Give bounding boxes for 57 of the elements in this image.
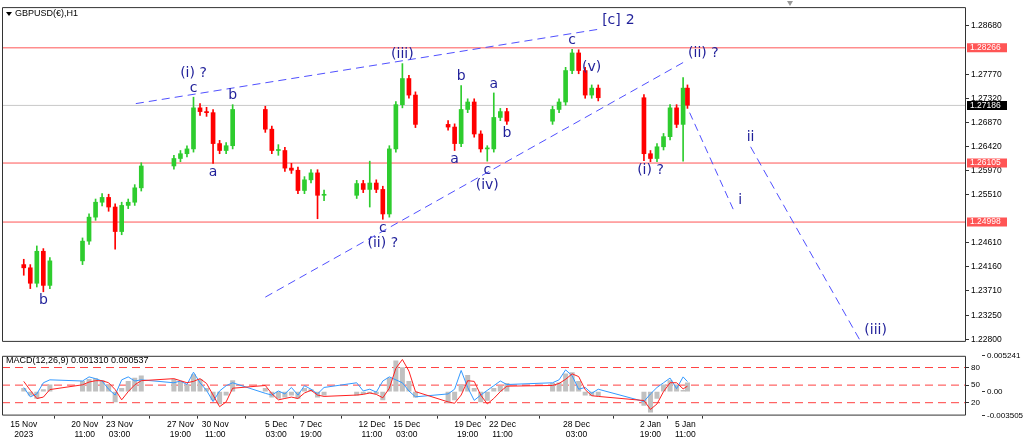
y-tick-label: 1.26870 [971, 116, 1002, 127]
y2-tick-label: 20 [971, 397, 981, 407]
y-tick-label: 1.24160 [971, 261, 1002, 272]
y-tick-label: 1.26420 [971, 140, 1002, 151]
x-tick-label: 22 Dec 11:00 [489, 419, 517, 440]
y-tick-label: 0.005241 [987, 351, 1021, 360]
annotation: b [38, 291, 48, 308]
y-tick-label: 1.24610 [971, 237, 1002, 248]
annotation: 2 [625, 11, 635, 28]
annotation: [c] [602, 11, 621, 28]
annotation: b [502, 124, 512, 141]
y2-tick-label: 50 [971, 380, 981, 390]
y-tick-label: 1.28680 [971, 20, 1002, 31]
x-tick-label: 5 Jan 11:00 [674, 419, 696, 440]
y-tick-label: 1.27770 [971, 68, 1002, 79]
annotation: (iii) [391, 45, 414, 62]
y-tick-label: -0.003505 [987, 410, 1024, 420]
annotation: (iii) [864, 320, 887, 337]
chart-title: MACD(12,26,9) 0.001310 0.000537 [6, 355, 149, 365]
ref-line-label: 1.24998 [970, 216, 1001, 227]
annotation: (i) ? [180, 63, 207, 80]
x-tick-label: 7 Dec 19:00 [299, 419, 323, 440]
x-tick-label: 2 Jan 19:00 [639, 419, 662, 440]
x-tick-label: 27 Nov 19:00 [166, 419, 195, 440]
annotation: a [450, 150, 459, 167]
annotation: (ii) ? [688, 44, 719, 61]
chart-title: GBPUSD(€),H1 [15, 8, 79, 18]
annotation: ii [746, 128, 755, 145]
annotation: c [568, 30, 576, 47]
x-tick-label: 15 Nov 2023 [10, 419, 38, 440]
ref-line-label: 1.28266 [970, 42, 1001, 53]
x-tick-label: 20 Nov 11:00 [71, 419, 99, 440]
annotation: c [378, 218, 387, 235]
annotation: b [228, 86, 238, 103]
annotation: a [489, 74, 499, 91]
y-tick-label: 1.25510 [971, 189, 1002, 200]
x-tick-label: 30 Nov 11:00 [201, 419, 230, 440]
y-tick-label: 0.00 [987, 386, 1004, 396]
x-tick-label: 5 Dec 03:00 [265, 419, 289, 440]
x-tick-label: 28 Dec 03:00 [563, 419, 591, 440]
x-tick-label: 19 Dec 19:00 [454, 419, 482, 440]
annotation: (iv) [475, 175, 499, 192]
x-tick-label: 15 Dec 03:00 [393, 419, 421, 440]
annotation: i [738, 190, 743, 207]
annotation: b [456, 67, 466, 84]
x-tick-label: 12 Dec 11:00 [358, 419, 387, 440]
y-tick-label: 1.23250 [971, 309, 1002, 320]
annotation: (v) [582, 57, 602, 74]
annotation: a [208, 162, 218, 179]
annotation: (i) ? [637, 161, 664, 178]
x-tick-label: 23 Nov 03:00 [106, 419, 134, 440]
annotation: c [189, 78, 198, 95]
annotation: c [483, 160, 492, 177]
y-tick-label: 1.23710 [971, 285, 1002, 296]
y2-tick-label: 80 [971, 362, 981, 372]
annotation: (ii) ? [367, 233, 399, 250]
y-tick-label: 1.22800 [971, 333, 1002, 344]
